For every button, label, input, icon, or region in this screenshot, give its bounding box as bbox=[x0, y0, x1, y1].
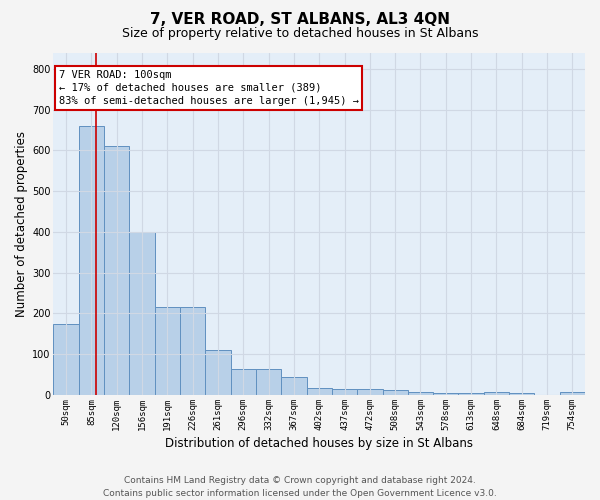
Bar bbox=[509, 393, 535, 395]
Bar bbox=[205, 350, 230, 395]
Bar bbox=[130, 232, 155, 395]
X-axis label: Distribution of detached houses by size in St Albans: Distribution of detached houses by size … bbox=[165, 437, 473, 450]
Y-axis label: Number of detached properties: Number of detached properties bbox=[15, 131, 28, 317]
Bar bbox=[433, 393, 458, 395]
Bar bbox=[332, 388, 357, 395]
Bar bbox=[281, 376, 307, 395]
Bar bbox=[357, 389, 383, 395]
Bar bbox=[230, 368, 256, 395]
Bar bbox=[458, 393, 484, 395]
Text: 7 VER ROAD: 100sqm
← 17% of detached houses are smaller (389)
83% of semi-detach: 7 VER ROAD: 100sqm ← 17% of detached hou… bbox=[59, 70, 359, 106]
Bar bbox=[484, 392, 509, 395]
Bar bbox=[408, 392, 433, 395]
Bar bbox=[53, 324, 79, 395]
Bar bbox=[307, 388, 332, 395]
Bar bbox=[256, 368, 281, 395]
Bar bbox=[180, 308, 205, 395]
Bar bbox=[155, 308, 180, 395]
Bar bbox=[383, 390, 408, 395]
Text: 7, VER ROAD, ST ALBANS, AL3 4QN: 7, VER ROAD, ST ALBANS, AL3 4QN bbox=[150, 12, 450, 28]
Text: Size of property relative to detached houses in St Albans: Size of property relative to detached ho… bbox=[122, 28, 478, 40]
Bar bbox=[560, 392, 585, 395]
Text: Contains HM Land Registry data © Crown copyright and database right 2024.
Contai: Contains HM Land Registry data © Crown c… bbox=[103, 476, 497, 498]
Bar bbox=[79, 126, 104, 395]
Bar bbox=[104, 146, 130, 395]
